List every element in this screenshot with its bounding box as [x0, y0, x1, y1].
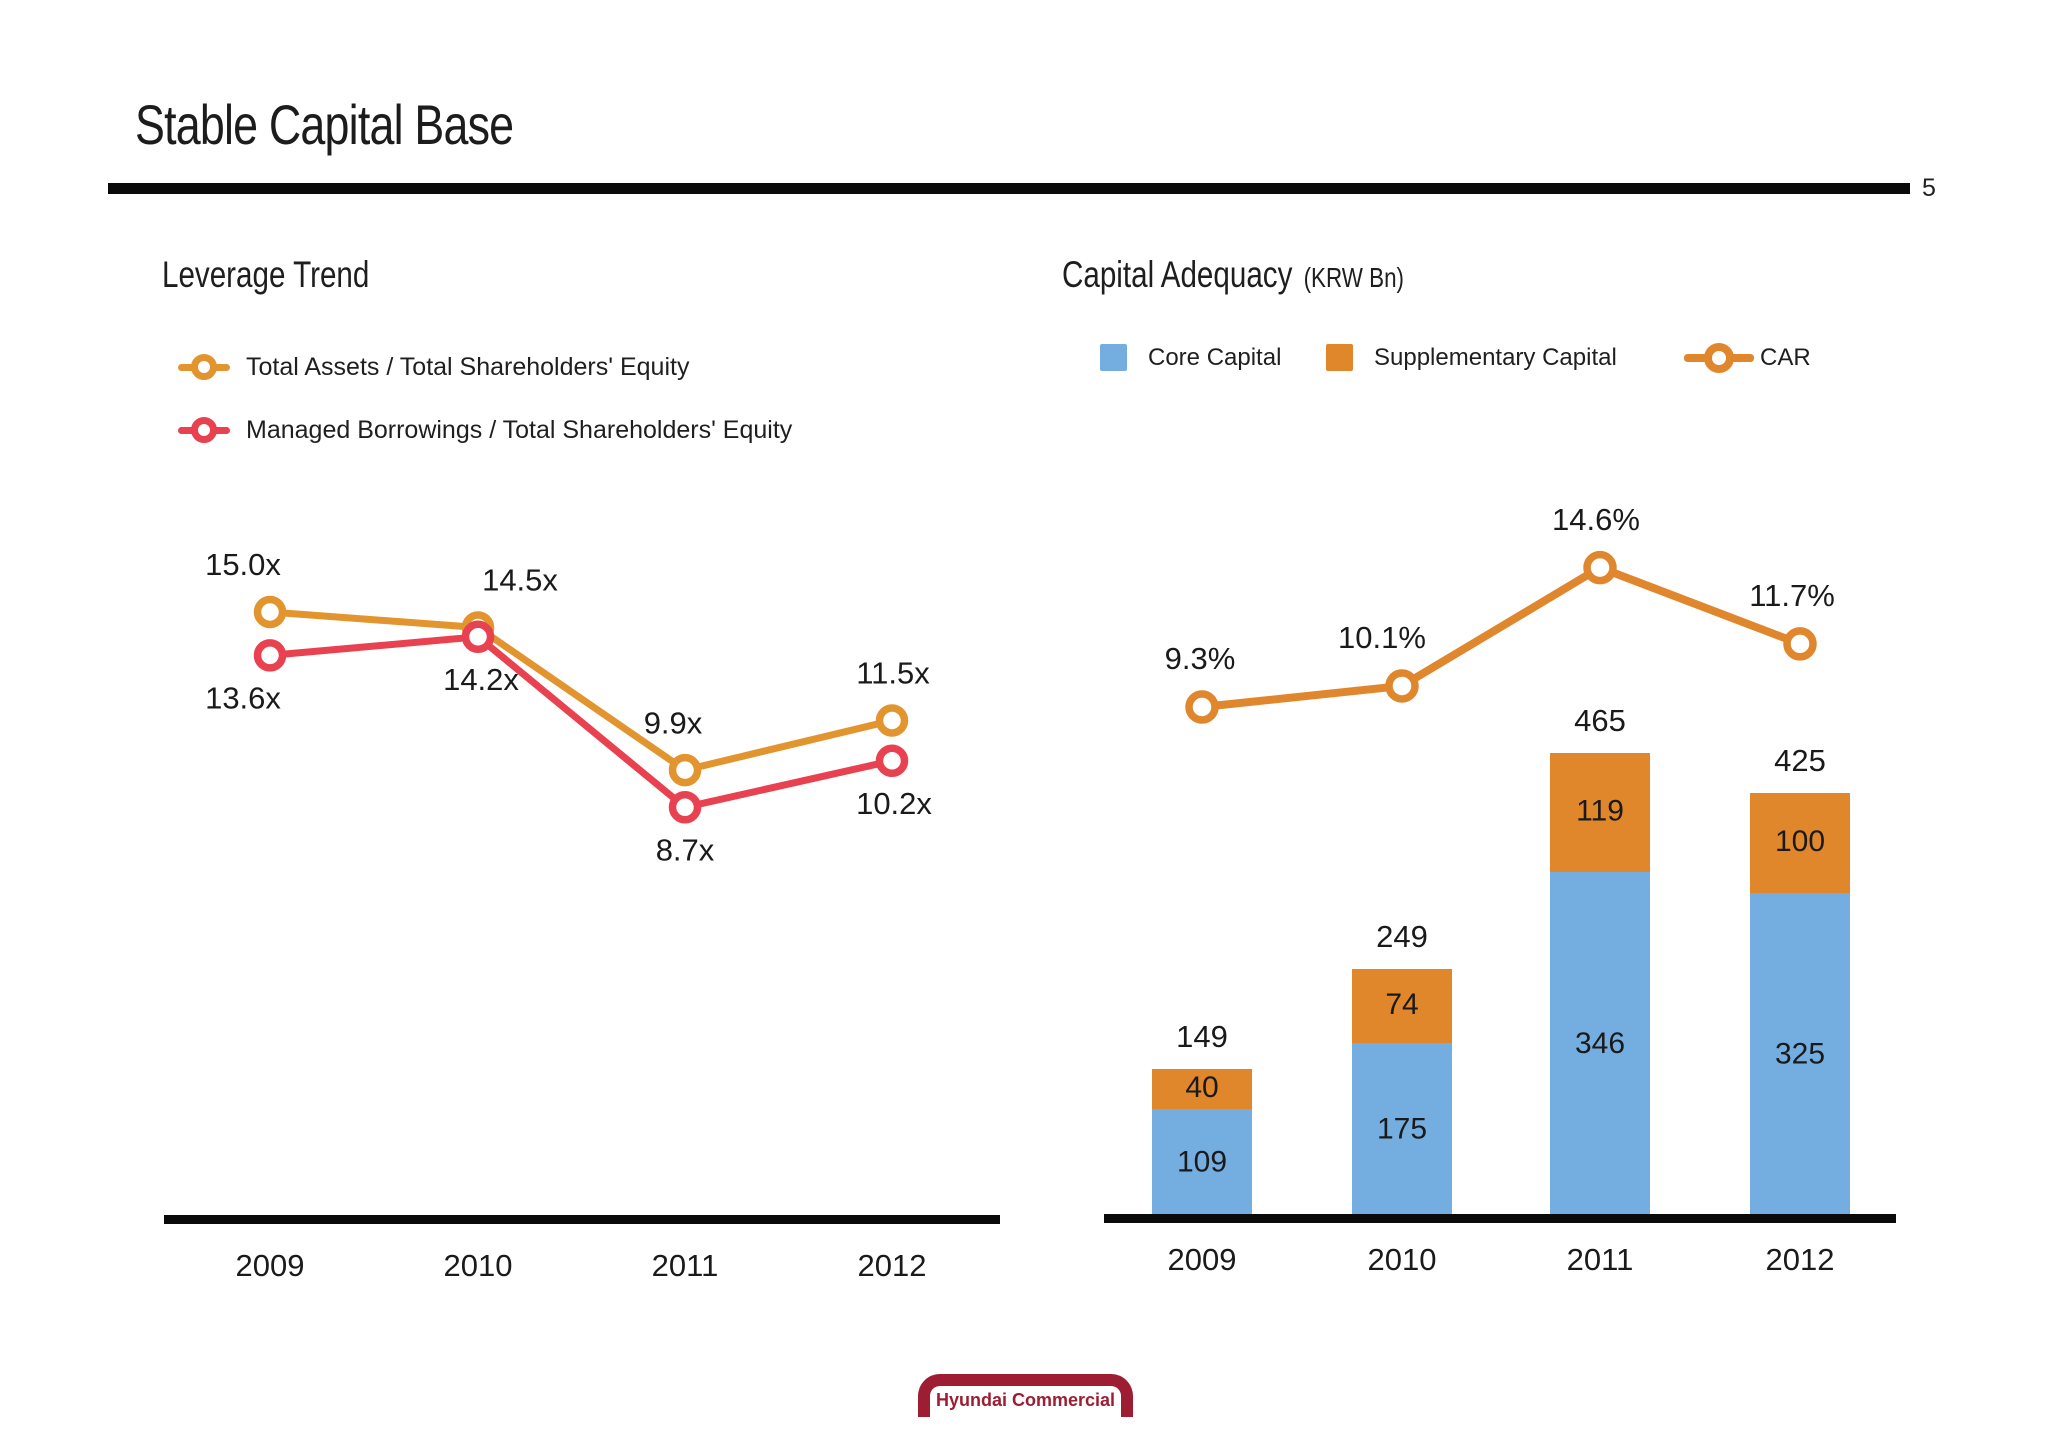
- leverage-marker: [668, 791, 702, 824]
- legend-label: CAR: [1760, 344, 1811, 371]
- capital-adequacy-chart: 109 40 149 175 74 249 346 119 465 325 100 425 9.3% 10…: [1104, 502, 1896, 1277]
- legend-label: Core Capital: [1148, 344, 1282, 371]
- orange-line-marker-icon: [178, 353, 230, 381]
- data-label: 14.5x: [482, 563, 558, 598]
- ring-icon: [191, 417, 217, 443]
- leverage-marker: [875, 704, 909, 737]
- legend-label: Managed Borrowings / Total Shareholders'…: [246, 415, 793, 444]
- leverage-trend-chart: 15.0x 14.5x 9.9x 11.5x 13.6x 14.2x 8.7x 10.2x 20…: [164, 547, 1000, 1283]
- x-axis-label: 2012: [1766, 1242, 1835, 1277]
- data-label: 9.3%: [1165, 641, 1236, 676]
- bar-segment-core: [1750, 893, 1850, 1218]
- data-label: 9.9x: [644, 705, 703, 740]
- right-chart-title: Capital Adequacy (KRW Bn): [1062, 254, 1404, 296]
- leverage-line-1: [266, 633, 896, 811]
- right-chart-title-text: Capital Adequacy: [1062, 254, 1293, 295]
- leverage-marker: [253, 639, 287, 672]
- x-axis-label: 2010: [444, 1248, 513, 1283]
- right-chart-title-unit: (KRW Bn): [1303, 262, 1404, 293]
- legend-item-total-assets: Total Assets / Total Shareholders' Equit…: [178, 353, 689, 381]
- ring-icon: [191, 354, 217, 380]
- bar-total-label: 465: [1574, 703, 1626, 738]
- data-label: 10.2x: [856, 786, 932, 821]
- supplementary-capital-swatch-icon: [1326, 344, 1353, 371]
- bar-value-core: 325: [1775, 1037, 1825, 1070]
- bar-segment-core: [1152, 1109, 1252, 1218]
- car-marker: [1385, 669, 1419, 703]
- data-label: 11.7%: [1749, 578, 1835, 613]
- car-line-marker-icon: [1684, 343, 1754, 373]
- bar-value-core: 346: [1575, 1027, 1625, 1060]
- x-axis-label: 2011: [652, 1248, 719, 1283]
- car-marker: [1783, 627, 1817, 661]
- car-marker: [1583, 550, 1617, 585]
- legend-item-managed-borrowings: Managed Borrowings / Total Shareholders'…: [178, 416, 792, 444]
- left-chart-title: Leverage Trend: [162, 254, 370, 295]
- legend-label: Total Assets / Total Shareholders' Equit…: [246, 352, 690, 381]
- capital-legend: Core Capital Supplementary Capital CAR: [1100, 343, 1860, 373]
- bar-value-supplementary: 100: [1775, 825, 1825, 858]
- core-capital-swatch-icon: [1100, 344, 1127, 371]
- title-rule: [108, 183, 1910, 194]
- data-label: 15.0x: [205, 547, 281, 582]
- bar-segment-core: [1352, 1043, 1452, 1218]
- bar-segment-core: [1550, 872, 1650, 1218]
- leverage-marker: [461, 620, 495, 654]
- page-title: Stable Capital Base: [135, 93, 514, 156]
- ring-icon: [1704, 343, 1734, 373]
- data-label: 13.6x: [205, 681, 281, 716]
- bar-value-supplementary: 119: [1576, 794, 1624, 827]
- x-axis-label: 2009: [236, 1248, 305, 1283]
- bar-value-supplementary: 40: [1185, 1071, 1218, 1104]
- bar-value-supplementary: 74: [1385, 988, 1418, 1021]
- leverage-marker: [253, 595, 287, 629]
- leverage-line-0: [266, 608, 896, 774]
- bar-value-core: 109: [1177, 1145, 1227, 1178]
- car-marker: [1185, 690, 1219, 724]
- bar-value-core: 175: [1377, 1112, 1427, 1145]
- legend-label: Supplementary Capital: [1374, 344, 1617, 371]
- bar-total-label: 149: [1176, 1019, 1228, 1054]
- data-label: 14.2x: [443, 662, 519, 697]
- data-label: 8.7x: [656, 832, 715, 867]
- hyundai-commercial-logo-text: Hyundai Commercial: [935, 1390, 1116, 1410]
- data-label: 14.6%: [1552, 502, 1640, 537]
- bar-total-label: 425: [1774, 743, 1826, 778]
- x-axis-line: [1104, 1214, 1896, 1223]
- x-axis-label: 2010: [1368, 1242, 1437, 1277]
- x-axis-label: 2011: [1567, 1242, 1634, 1277]
- bar-segment-supplementary: [1152, 1069, 1252, 1109]
- page-number: 5: [1922, 174, 1936, 202]
- leverage-marker: [668, 753, 702, 787]
- bar-segment-supplementary: [1750, 793, 1850, 893]
- x-axis-line: [164, 1215, 1000, 1224]
- x-axis-label: 2009: [1168, 1242, 1237, 1277]
- x-axis-label: 2012: [858, 1248, 927, 1283]
- data-label: 10.1%: [1338, 620, 1426, 655]
- car-line: [1198, 563, 1804, 711]
- hyundai-commercial-logo: Hyundai Commercial: [918, 1374, 1133, 1417]
- bar-total-label: 249: [1376, 919, 1428, 954]
- bar-segment-supplementary: [1352, 969, 1452, 1043]
- data-label: 11.5x: [856, 656, 930, 691]
- red-line-marker-icon: [178, 416, 230, 444]
- leverage-marker: [875, 744, 909, 778]
- bar-segment-supplementary: [1550, 753, 1650, 872]
